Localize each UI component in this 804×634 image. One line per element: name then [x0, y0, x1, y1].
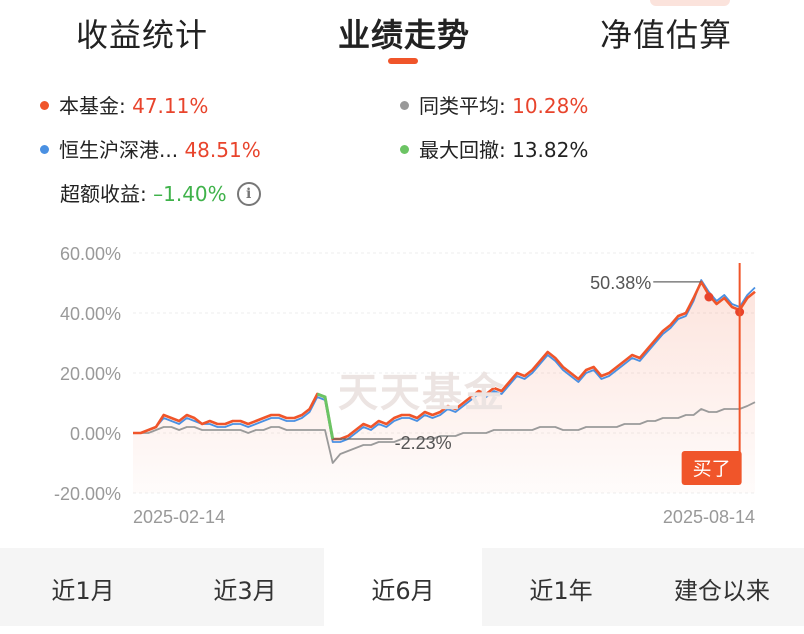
tab-performance-trend[interactable]: 业绩走势	[338, 16, 471, 54]
period-selector: 近1月 近3月 近6月 近1年 建仓以来	[0, 548, 804, 626]
series-line-2	[133, 401, 756, 464]
legend-max-drawdown-value: 13.82%	[512, 138, 589, 162]
series-line-1	[133, 279, 756, 443]
info-icon[interactable]: i	[236, 181, 261, 206]
buy-marker-badge[interactable]	[681, 451, 742, 485]
legend-category-avg: 同类平均: 10.28%	[400, 90, 588, 119]
max-drawdown-dot-icon	[400, 145, 409, 154]
x-tick-label: 2025-08-14	[663, 507, 755, 527]
min-value-label: -2.23%	[395, 433, 452, 453]
category-avg-dot-icon	[400, 101, 409, 110]
legend-category-avg-value: 10.28%	[512, 94, 589, 118]
max-drawdown-segment	[316, 392, 335, 440]
x-tick-label: 2025-02-14	[133, 507, 225, 527]
legend-max-drawdown: 最大回撤: 13.82%	[400, 134, 588, 163]
performance-chart: 50.38% -2.23% 买了 60.00% 40.00% 20.00% 0.00% -2…	[54, 244, 756, 527]
y-tick-label: 60.00%	[60, 244, 121, 264]
benchmark-dot-icon	[40, 145, 49, 154]
y-tick-label: 20.00%	[60, 364, 121, 384]
legend-fund: 本基金: 47.11%	[40, 90, 208, 119]
legend-fund-label: 本基金:	[59, 94, 133, 118]
legend-benchmark: 恒生沪深港... 48.51%	[40, 134, 261, 163]
period-3m[interactable]: 近3月	[213, 577, 277, 605]
y-tick-label: 0.00%	[70, 424, 121, 444]
series-line-0	[133, 280, 756, 441]
trade-marker[interactable]	[704, 292, 714, 302]
tab-nav-estimate[interactable]: 净值估算	[600, 16, 733, 54]
legend-category-avg-label: 同类平均:	[419, 94, 513, 118]
top-badge	[650, 0, 730, 6]
fund-dot-icon	[40, 101, 49, 110]
max-value-label: 50.38%	[590, 273, 651, 293]
chart-tabs: 收益统计 业绩走势 净值估算	[0, 0, 804, 70]
period-6m[interactable]: 近6月	[324, 548, 482, 626]
tab-return-stats[interactable]: 收益统计	[76, 16, 209, 54]
watermark: 天天基金	[338, 369, 506, 416]
fund-area-fill	[133, 281, 755, 493]
legend-excess-return-label: 超额收益:	[60, 182, 154, 206]
y-tick-label: -20.00%	[54, 484, 121, 504]
legend-benchmark-label: 恒生沪深港...	[59, 138, 185, 162]
buy-marker-label: 买了	[693, 458, 731, 480]
period-1y[interactable]: 近1年	[529, 577, 593, 605]
legend-max-drawdown-label: 最大回撤:	[419, 138, 513, 162]
legend-benchmark-value: 48.51%	[184, 138, 261, 162]
legend-fund-value: 47.11%	[132, 94, 209, 118]
period-1m[interactable]: 近1月	[51, 577, 115, 605]
active-tab-indicator	[388, 58, 418, 64]
y-tick-label: 40.00%	[60, 304, 121, 324]
legend-excess-return: 超额收益: –1.40% i	[60, 178, 261, 208]
legend-excess-return-value: –1.40%	[153, 182, 227, 206]
period-since-inception[interactable]: 建仓以来	[674, 577, 770, 605]
